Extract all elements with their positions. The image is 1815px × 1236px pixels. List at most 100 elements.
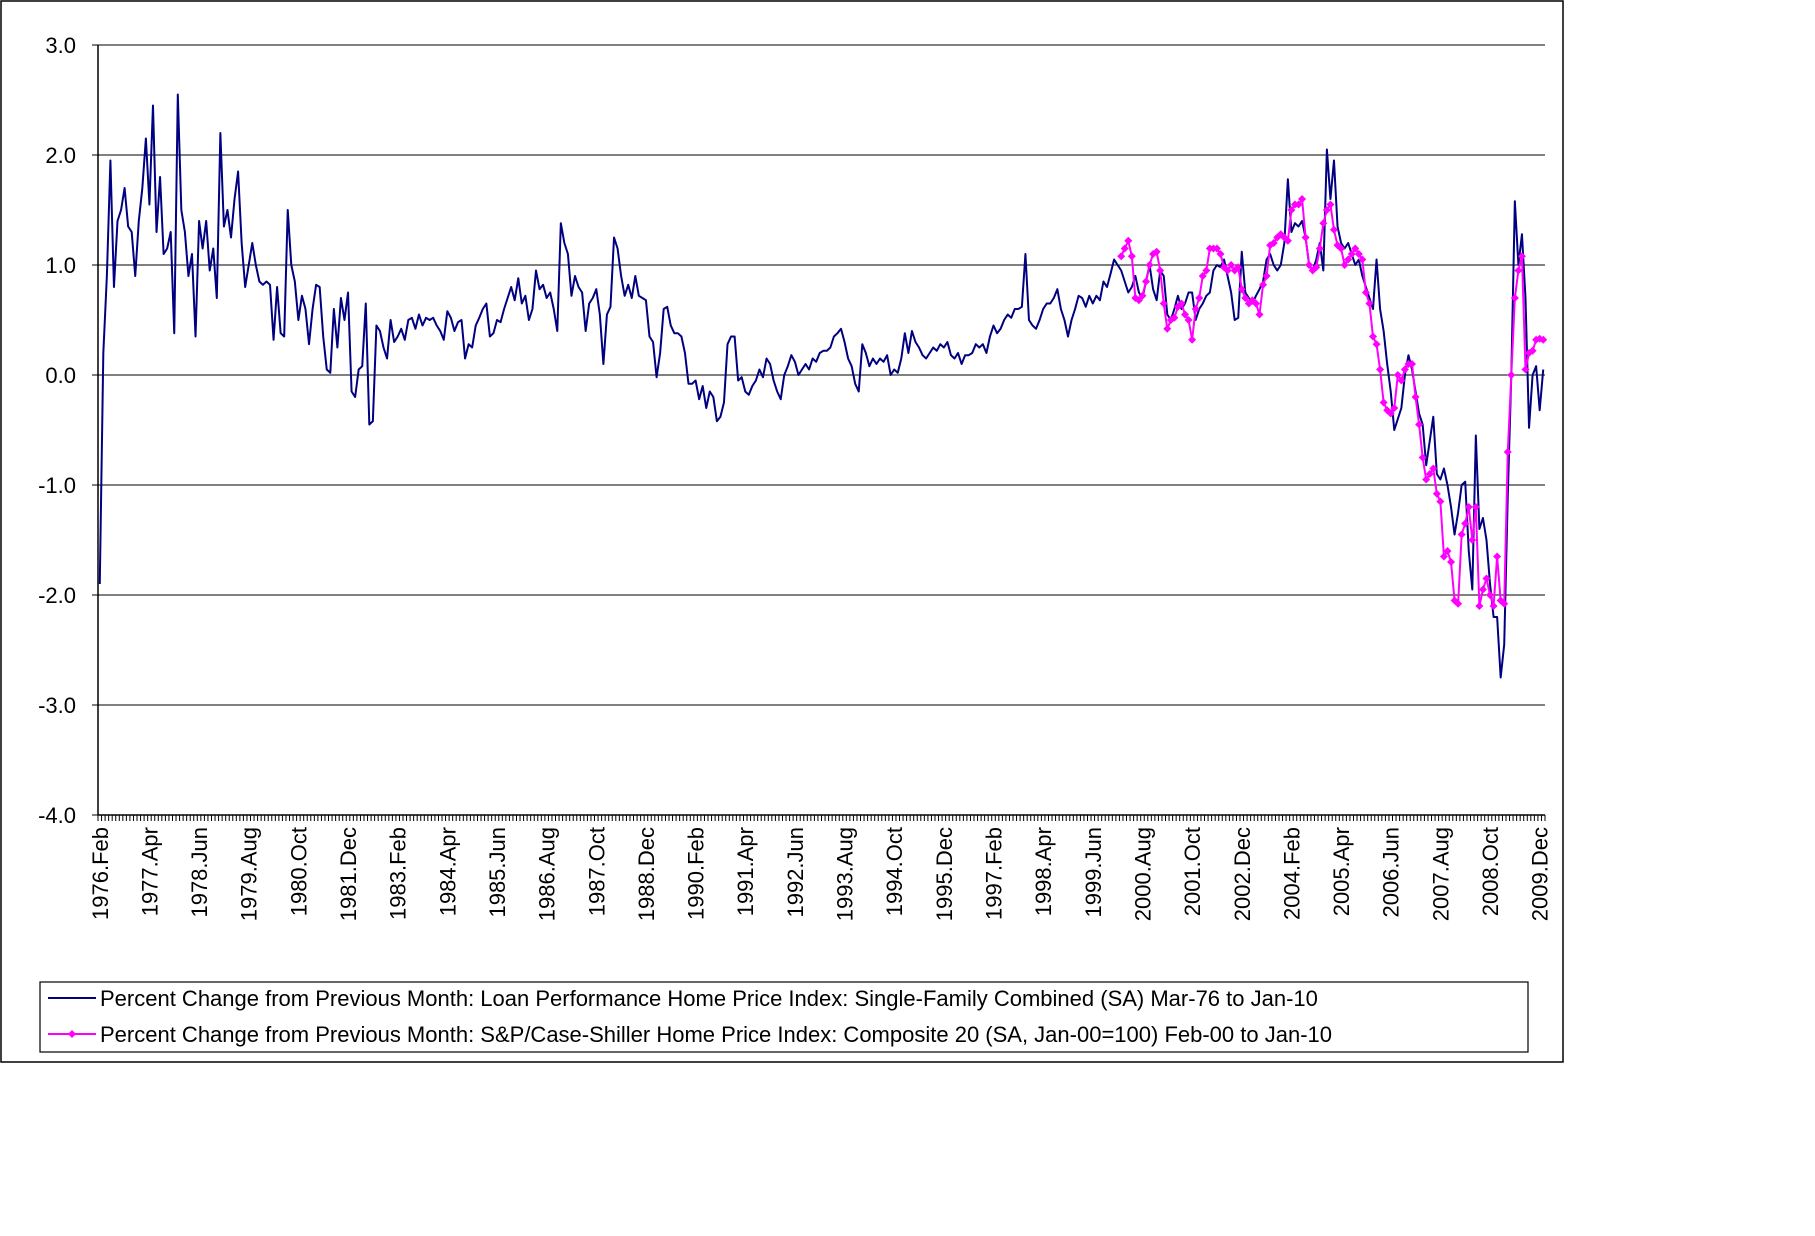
data-marker [1234, 263, 1243, 272]
x-tick-label: 2008.Oct [1478, 827, 1503, 916]
x-tick-label: 1994.Oct [882, 827, 907, 916]
y-tick-label: 2.0 [45, 143, 76, 168]
data-marker [1443, 547, 1452, 555]
data-marker [1539, 335, 1548, 344]
data-marker [1478, 585, 1487, 594]
data-marker [1503, 448, 1512, 456]
data-marker [1365, 299, 1374, 308]
data-marker [1368, 332, 1377, 341]
data-marker [1397, 376, 1406, 385]
x-tick-label: 1980.Oct [286, 827, 311, 916]
x-tick-label: 1988.Dec [634, 827, 659, 921]
legend-marker [68, 1030, 76, 1038]
x-tick-label: 1993.Aug [833, 827, 858, 921]
data-marker [1482, 574, 1491, 583]
data-marker [1294, 200, 1303, 209]
x-tick-label: 1999.Jun [1081, 827, 1106, 918]
legend-label: Percent Change from Previous Month: Loan… [100, 986, 1318, 1011]
data-marker [1262, 272, 1271, 280]
data-marker [1528, 346, 1537, 355]
y-tick-label: -3.0 [38, 693, 76, 718]
data-marker [1457, 530, 1466, 539]
x-tick-label: 2006.Jun [1379, 827, 1404, 918]
x-tick-label: 2001.Oct [1180, 827, 1205, 916]
x-tick-label: 1995.Dec [932, 827, 957, 921]
x-tick-label: 1976.Feb [88, 827, 113, 920]
data-marker [1301, 233, 1310, 242]
data-marker [1514, 266, 1523, 275]
x-tick-label: 1984.Apr [435, 827, 460, 916]
data-marker [1315, 244, 1324, 253]
data-marker [1432, 489, 1441, 498]
data-marker [1127, 252, 1136, 261]
x-tick-label: 2007.Aug [1428, 827, 1453, 921]
data-marker [1170, 313, 1179, 322]
data-marker [1195, 294, 1204, 302]
data-marker [1142, 277, 1151, 286]
data-marker [1393, 371, 1402, 379]
y-tick-label: 1.0 [45, 253, 76, 278]
data-marker [1411, 393, 1420, 401]
data-marker [1415, 420, 1424, 429]
data-marker [1255, 310, 1264, 319]
series-line [98, 93, 1545, 679]
data-marker [1326, 200, 1335, 209]
data-marker [1439, 552, 1448, 561]
data-marker [1159, 299, 1168, 308]
x-tick-label: 1979.Aug [237, 827, 262, 921]
data-marker [1468, 536, 1477, 544]
data-marker [1163, 324, 1172, 333]
x-tick-label: 1987.Oct [584, 827, 609, 916]
x-tick-label: 2000.Aug [1130, 827, 1155, 921]
data-marker [1188, 335, 1197, 344]
data-marker [1305, 261, 1314, 269]
data-marker [1120, 244, 1129, 253]
data-marker [1500, 599, 1509, 608]
data-marker [1475, 602, 1484, 610]
data-marker [1418, 453, 1427, 462]
x-tick-label: 1978.Jun [187, 827, 212, 918]
data-marker [1283, 236, 1292, 245]
data-marker [1347, 250, 1356, 258]
data-marker [1202, 266, 1211, 275]
x-tick-label: 1977.Apr [137, 827, 162, 916]
data-marker [1298, 195, 1307, 203]
x-tick-label: 1983.Feb [386, 827, 411, 920]
x-tick-label: 2005.Apr [1329, 827, 1354, 916]
data-marker [1354, 250, 1363, 258]
x-tick-label: 1997.Feb [982, 827, 1007, 920]
data-marker [1177, 299, 1186, 308]
data-marker [1344, 255, 1353, 264]
data-marker [1216, 250, 1225, 258]
data-marker [1372, 340, 1381, 349]
data-marker [1379, 398, 1388, 407]
data-marker [1322, 206, 1331, 214]
data-marker [1493, 552, 1502, 561]
data-marker [1269, 239, 1278, 247]
data-marker [1237, 285, 1246, 294]
y-tick-label: -1.0 [38, 473, 76, 498]
x-tick-label: 1986.Aug [535, 827, 560, 921]
data-marker [1400, 365, 1409, 374]
data-marker [1124, 236, 1133, 245]
x-tick-label: 1991.Apr [733, 827, 758, 916]
data-marker [1358, 255, 1367, 264]
data-marker [1461, 519, 1470, 528]
data-marker [1422, 475, 1431, 484]
data-marker [1361, 288, 1370, 297]
y-tick-label: -2.0 [38, 583, 76, 608]
data-marker [1259, 280, 1268, 289]
data-marker [1507, 371, 1516, 379]
x-tick-label: 1985.Jun [485, 827, 510, 918]
data-marker [1184, 316, 1193, 324]
y-tick-label: 3.0 [45, 33, 76, 58]
data-marker [1241, 294, 1250, 302]
data-marker [1117, 252, 1126, 261]
data-marker [1191, 305, 1200, 313]
y-tick-label: 0.0 [45, 363, 76, 388]
data-marker [1138, 291, 1147, 300]
data-marker [1471, 503, 1480, 511]
x-tick-marks [97, 815, 1546, 821]
x-tick-label: 1990.Feb [684, 827, 709, 920]
